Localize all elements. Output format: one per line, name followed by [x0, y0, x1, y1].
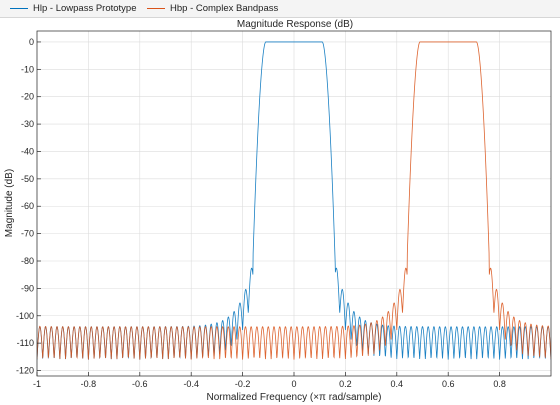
- x-tick-label: 0.4: [391, 379, 404, 389]
- x-tick-label: 0.6: [442, 379, 455, 389]
- legend: Hlp - Lowpass Prototype Hbp - Complex Ba…: [0, 0, 560, 18]
- y-tick-label: -110: [17, 338, 34, 348]
- y-tick-label: -40: [21, 146, 34, 156]
- legend-swatch-bandpass: [147, 8, 165, 9]
- x-tick-label: 0: [291, 379, 296, 389]
- series-1: [37, 41, 551, 360]
- grid: [36, 31, 551, 376]
- y-tick-label: -80: [21, 256, 34, 266]
- series-line: [37, 41, 551, 360]
- y-tick-label: -120: [16, 366, 34, 376]
- series-layer: [37, 41, 551, 360]
- x-tick-label: -0.6: [132, 379, 148, 389]
- x-tick-label: 0.2: [339, 379, 352, 389]
- y-tick-label: -90: [21, 283, 34, 293]
- y-tick-label: -30: [21, 119, 34, 129]
- legend-item-lowpass[interactable]: Hlp - Lowpass Prototype: [10, 0, 137, 17]
- y-axis-ticks: 0 -10 -20 -30 -40 -50 -60 -70 -80 -90 -100 -110 -120: [16, 37, 41, 376]
- x-tick-label: -0.4: [183, 379, 199, 389]
- magnitude-response-chart: Magnitude Response (dB) -1 -0.8 -0.6 -0.4 -0…: [4, 19, 552, 403]
- y-tick-label: -10: [21, 64, 34, 74]
- y-tick-label: 0: [29, 37, 34, 47]
- y-axis-label: Magnitude (dB): [4, 169, 15, 237]
- x-tick-label: -0.8: [81, 379, 97, 389]
- y-tick-label: -50: [21, 174, 34, 184]
- x-tick-label: -1: [33, 379, 41, 389]
- x-axis-ticks: -1 -0.8 -0.6 -0.4 -0.2 0 0.2 0.4 0.6 0.8: [33, 372, 506, 389]
- y-tick-label: -70: [21, 229, 34, 239]
- x-axis-label: Normalized Frequency (×π rad/sample): [206, 392, 381, 403]
- x-tick-label: 0.8: [493, 379, 506, 389]
- legend-item-bandpass[interactable]: Hbp - Complex Bandpass: [147, 0, 278, 17]
- x-tick-label: -0.2: [235, 379, 251, 389]
- legend-label-bandpass: Hbp - Complex Bandpass: [170, 3, 279, 14]
- y-tick-label: -20: [21, 92, 34, 102]
- legend-label-lowpass: Hlp - Lowpass Prototype: [33, 3, 137, 14]
- legend-swatch-lowpass: [10, 8, 28, 9]
- y-tick-label: -100: [16, 311, 34, 321]
- y-tick-label: -60: [21, 201, 34, 211]
- chart-title: Magnitude Response (dB): [237, 19, 353, 30]
